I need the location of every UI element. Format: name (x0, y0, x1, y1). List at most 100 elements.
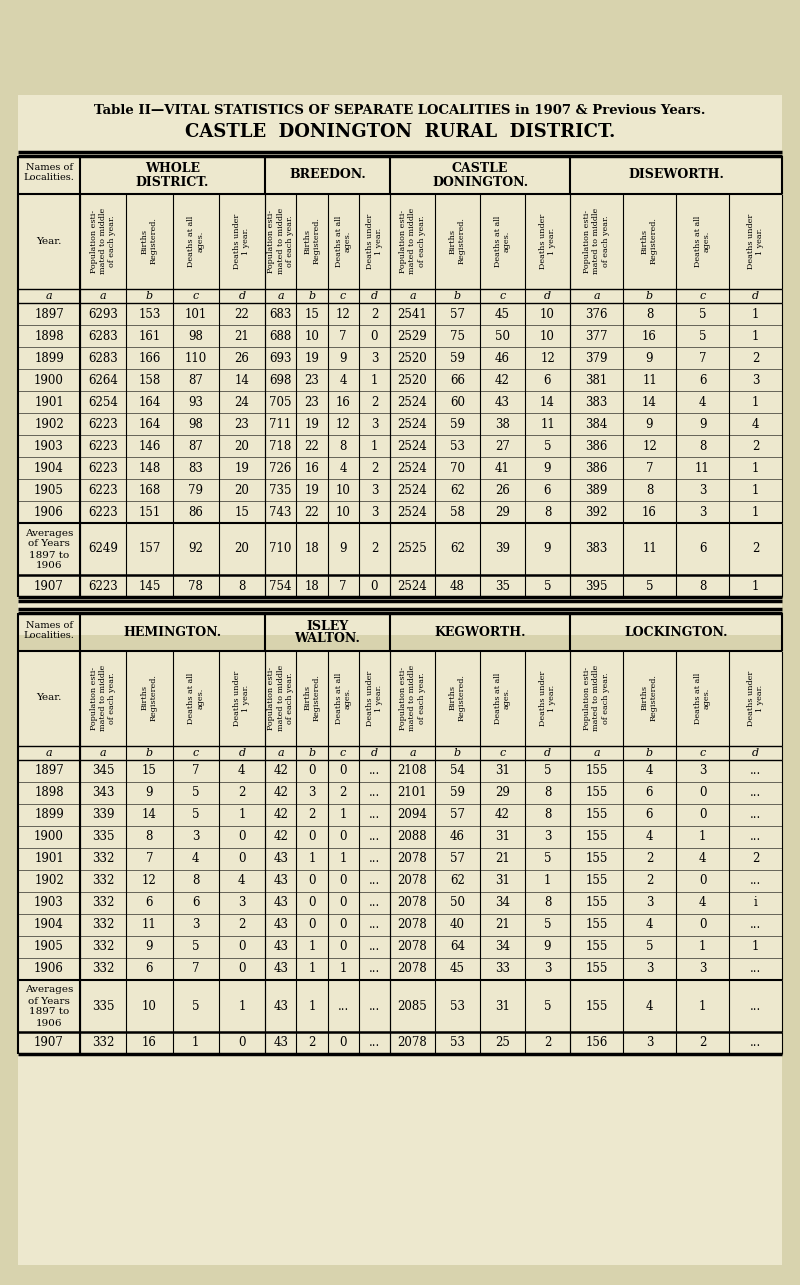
Text: Births
Registered.: Births Registered. (303, 675, 321, 721)
Text: b: b (646, 290, 653, 301)
Text: 1905: 1905 (34, 941, 64, 953)
Text: Deaths under
1 year.: Deaths under 1 year. (366, 213, 383, 269)
Text: 23: 23 (305, 374, 319, 387)
Text: WALTON.: WALTON. (294, 632, 361, 645)
Text: 7: 7 (698, 352, 706, 365)
Text: 1: 1 (752, 329, 759, 343)
Text: d: d (238, 748, 246, 758)
Text: 8: 8 (192, 875, 199, 888)
Text: 8: 8 (699, 439, 706, 452)
Text: 155: 155 (586, 808, 608, 821)
Text: 2: 2 (752, 439, 759, 452)
Text: 23: 23 (234, 418, 250, 430)
Text: Deaths at all
ages.: Deaths at all ages. (334, 672, 352, 723)
Text: ...: ... (750, 830, 761, 843)
Text: 343: 343 (92, 786, 114, 799)
Text: 155: 155 (586, 786, 608, 799)
Text: 15: 15 (142, 765, 157, 777)
Text: 1901: 1901 (34, 852, 64, 866)
Text: 92: 92 (188, 542, 203, 555)
Text: 711: 711 (270, 418, 292, 430)
Text: 19: 19 (234, 461, 250, 474)
Text: 8: 8 (646, 483, 653, 496)
Text: 57: 57 (450, 307, 465, 320)
Text: 1: 1 (238, 1000, 246, 1013)
Text: 1: 1 (752, 307, 759, 320)
Text: 1: 1 (339, 962, 347, 975)
Text: HEMINGTON.: HEMINGTON. (123, 626, 222, 639)
Text: 1906: 1906 (36, 1019, 62, 1028)
Text: 1: 1 (544, 875, 551, 888)
Text: 345: 345 (92, 765, 114, 777)
Text: 18: 18 (305, 580, 319, 592)
Text: 57: 57 (450, 808, 465, 821)
Text: 23: 23 (305, 396, 319, 409)
Text: 2524: 2524 (398, 505, 427, 519)
Bar (18, 95, 782, 635)
Text: 53: 53 (450, 439, 465, 452)
Text: 10: 10 (336, 483, 350, 496)
Text: 5: 5 (544, 580, 551, 592)
Text: 5: 5 (646, 941, 654, 953)
Text: b: b (146, 290, 153, 301)
Text: 8: 8 (339, 439, 347, 452)
Text: Deaths at all
ages.: Deaths at all ages. (494, 216, 511, 266)
Text: 2: 2 (370, 542, 378, 555)
Text: 2: 2 (370, 461, 378, 474)
Text: 1: 1 (752, 461, 759, 474)
Text: Deaths at all
ages.: Deaths at all ages. (334, 216, 352, 266)
Text: Deaths under
1 year.: Deaths under 1 year. (539, 213, 556, 269)
Text: 1905: 1905 (34, 483, 64, 496)
Text: a: a (46, 748, 52, 758)
Text: ...: ... (369, 897, 380, 910)
Text: 6223: 6223 (88, 439, 118, 452)
Text: 10: 10 (540, 307, 555, 320)
Text: 54: 54 (450, 765, 465, 777)
Text: 3: 3 (698, 483, 706, 496)
Text: Deaths under
1 year.: Deaths under 1 year. (366, 671, 383, 726)
Text: d: d (371, 290, 378, 301)
Text: c: c (499, 290, 506, 301)
Text: 93: 93 (188, 396, 203, 409)
Text: 0: 0 (308, 830, 316, 843)
Text: a: a (278, 290, 284, 301)
Text: 8: 8 (699, 580, 706, 592)
Text: 19: 19 (305, 418, 319, 430)
Text: 5: 5 (698, 307, 706, 320)
Text: 1904: 1904 (34, 919, 64, 932)
Text: 1902: 1902 (34, 418, 64, 430)
Text: Population esti-
mated to middle
of each year.: Population esti- mated to middle of each… (399, 208, 426, 274)
Text: Deaths under
1 year.: Deaths under 1 year. (539, 671, 556, 726)
Text: 16: 16 (642, 505, 657, 519)
Text: 7: 7 (146, 852, 153, 866)
Text: 45: 45 (450, 962, 465, 975)
Text: 1900: 1900 (34, 830, 64, 843)
Text: 6283: 6283 (88, 329, 118, 343)
Text: 2: 2 (752, 542, 759, 555)
Text: 386: 386 (586, 439, 608, 452)
Text: 3: 3 (646, 962, 654, 975)
Text: 29: 29 (495, 786, 510, 799)
Text: 46: 46 (450, 830, 465, 843)
Bar (18, 650, 782, 1264)
Text: 2: 2 (308, 1037, 315, 1050)
Text: 24: 24 (234, 396, 250, 409)
Text: 3: 3 (192, 830, 199, 843)
Text: WHOLE: WHOLE (145, 162, 200, 176)
Text: ISLEY: ISLEY (306, 619, 349, 632)
Text: 53: 53 (450, 1000, 465, 1013)
Text: Localities.: Localities. (23, 631, 74, 640)
Text: 1899: 1899 (34, 352, 64, 365)
Text: d: d (371, 748, 378, 758)
Text: 0: 0 (698, 875, 706, 888)
Text: 2520: 2520 (398, 374, 427, 387)
Text: 9: 9 (646, 352, 654, 365)
Text: b: b (646, 748, 653, 758)
Text: 4: 4 (698, 897, 706, 910)
Text: 16: 16 (142, 1037, 157, 1050)
Text: KEGWORTH.: KEGWORTH. (434, 626, 526, 639)
Text: 31: 31 (495, 830, 510, 843)
Text: 145: 145 (138, 580, 161, 592)
Text: 50: 50 (495, 329, 510, 343)
Text: 58: 58 (450, 505, 465, 519)
